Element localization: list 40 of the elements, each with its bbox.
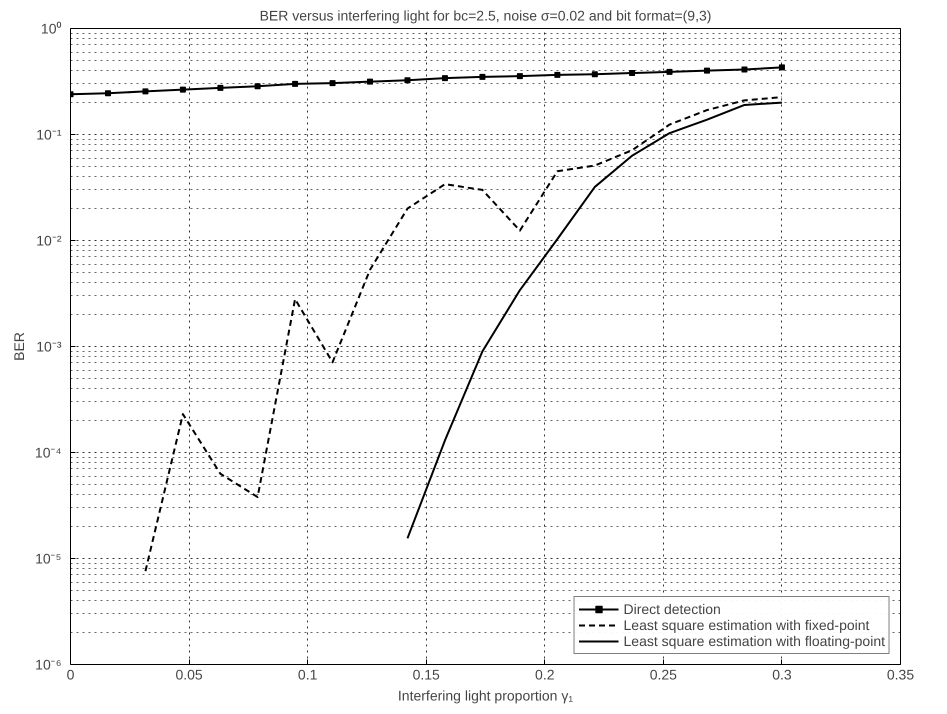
- point: [629, 70, 636, 76]
- y-tick-label: 10⁻²: [36, 232, 62, 248]
- point: [592, 71, 598, 78]
- x-tick-label: 0.3: [772, 666, 792, 682]
- point: [104, 90, 111, 96]
- point: [704, 68, 710, 74]
- chart-title: BER versus interfering light for bc=2.5, noise σ=0.02 and bit format=(9,3): [260, 8, 712, 24]
- y-tick-label: 10⁻⁶: [35, 656, 62, 672]
- x-tick-label: 0.05: [175, 666, 203, 682]
- point: [741, 66, 748, 73]
- x-tick-label: 0.15: [412, 666, 440, 682]
- y-tick-label: 10⁰: [40, 20, 62, 36]
- point: [180, 86, 186, 93]
- legend-label: Least square estimation with floating-point: [624, 633, 885, 649]
- point: [516, 73, 523, 80]
- point: [778, 64, 785, 70]
- point: [666, 68, 673, 75]
- x-axis-title: Interfering light proportion γ₁: [398, 688, 574, 704]
- y-axis-title: BER: [10, 332, 27, 361]
- y-tick-label: 10⁻³: [36, 338, 62, 354]
- y-tick-label: 10⁻¹: [36, 126, 62, 142]
- legend-label: Direct detection: [624, 601, 721, 617]
- point: [142, 88, 148, 94]
- x-tick-label: 0.25: [650, 666, 678, 682]
- y-tick-label: 10⁻⁴: [34, 444, 62, 460]
- y-tick-label: 10⁻⁵: [35, 550, 62, 566]
- point: [404, 77, 410, 84]
- x-tick-label: 0.35: [886, 666, 914, 682]
- point: [554, 72, 560, 78]
- point: [254, 83, 261, 90]
- point: [330, 80, 336, 86]
- point: [479, 74, 486, 80]
- x-tick-label: 0.1: [298, 666, 318, 682]
- legend-label: Least square estimation with fixed-point: [624, 617, 870, 633]
- point: [367, 78, 374, 85]
- point: [292, 80, 298, 87]
- x-tick-label: 0: [66, 666, 75, 682]
- point: [442, 75, 448, 82]
- x-tick-label: 0.2: [535, 666, 555, 682]
- point: [217, 84, 224, 91]
